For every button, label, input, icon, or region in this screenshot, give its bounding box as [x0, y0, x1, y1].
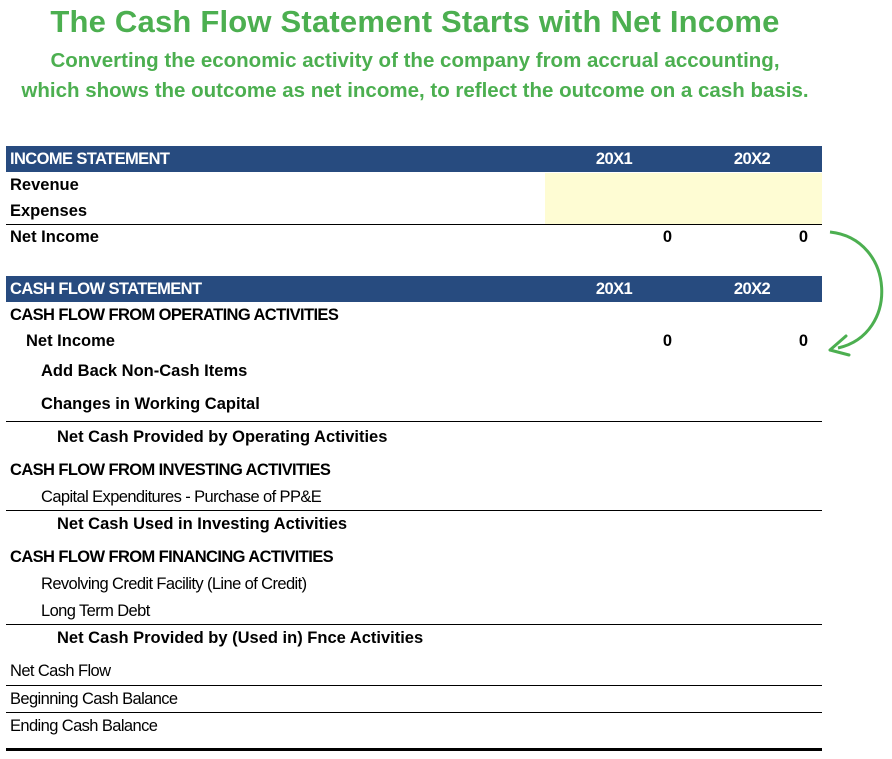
financing-total-row: Net Cash Provided by (Used in) Fnce Acti…	[6, 625, 822, 652]
revenue-label: Revenue	[10, 175, 79, 194]
operating-title-row: CASH FLOW FROM OPERATING ACTIVITIES	[6, 302, 822, 328]
net-cash-flow-row: Net Cash Flow	[6, 658, 822, 686]
net-income-row: Net Income 0 0	[6, 224, 822, 250]
input-cells[interactable]	[545, 173, 822, 225]
cf-net-income-20x1: 0	[662, 331, 672, 350]
cash-flow-col-20x2: 20X2	[733, 279, 771, 298]
ending-balance-row: Ending Cash Balance	[6, 713, 822, 739]
revolver-label: Revolving Credit Facility (Line of Credi…	[41, 575, 307, 593]
operating-total-row: Net Cash Provided by Operating Activitie…	[6, 422, 822, 452]
investing-total-label: Net Cash Used in Investing Activities	[57, 514, 348, 533]
income-col-20x2: 20X2	[733, 149, 771, 168]
capex-label: Capital Expenditures - Purchase of PP&E	[41, 487, 322, 506]
beginning-balance-row: Beginning Cash Balance	[6, 686, 822, 713]
net-income-20x1: 0	[662, 228, 672, 246]
page-subtitle: Converting the economic activity of the …	[21, 49, 809, 102]
investing-title: CASH FLOW FROM INVESTING ACTIVITIES	[10, 460, 331, 479]
operating-title: CASH FLOW FROM OPERATING ACTIVITIES	[10, 305, 339, 324]
ending-balance-label: Ending Cash Balance	[10, 716, 158, 735]
investing-total-row: Net Cash Used in Investing Activities	[6, 511, 822, 537]
beginning-balance-label: Beginning Cash Balance	[10, 689, 178, 708]
working-capital-row: Changes in Working Capital	[6, 388, 822, 422]
net-income-20x2: 0	[798, 228, 808, 246]
cf-net-income-row: Net Income 0 0	[6, 328, 822, 354]
income-col-20x1: 20X1	[595, 149, 633, 168]
income-statement-label: INCOME STATEMENT	[10, 149, 170, 168]
add-back-label: Add Back Non-Cash Items	[41, 361, 248, 380]
investing-title-row: CASH FLOW FROM INVESTING ACTIVITIES	[6, 452, 822, 484]
page-title: The Cash Flow Statement Starts with Net …	[50, 4, 780, 39]
cf-net-income-20x2: 0	[798, 331, 808, 350]
expenses-row: Expenses	[6, 198, 822, 224]
financing-title: CASH FLOW FROM FINANCING ACTIVITIES	[10, 547, 334, 566]
cash-flow-col-20x1: 20X1	[595, 279, 633, 298]
cf-net-income-label: Net Income	[26, 331, 115, 350]
capex-row: Capital Expenditures - Purchase of PP&E	[6, 484, 822, 511]
expenses-label: Expenses	[10, 201, 88, 220]
financial-sheet: INCOME STATEMENT 20X1 20X2 Revenue Expen…	[6, 146, 822, 739]
debt-row: Long Term Debt	[6, 598, 822, 625]
operating-total-label: Net Cash Provided by Operating Activitie…	[57, 427, 388, 446]
financing-total-label: Net Cash Provided by (Used in) Fnce Acti…	[57, 629, 424, 647]
revenue-row: Revenue	[6, 172, 822, 198]
debt-label: Long Term Debt	[41, 601, 150, 620]
revolver-row: Revolving Credit Facility (Line of Credi…	[6, 571, 822, 598]
double-underline	[6, 748, 822, 751]
net-cash-flow-label: Net Cash Flow	[10, 662, 111, 680]
working-capital-label: Changes in Working Capital	[41, 395, 260, 413]
cash-flow-label: CASH FLOW STATEMENT	[10, 279, 202, 298]
income-statement-header: INCOME STATEMENT 20X1 20X2	[6, 146, 822, 172]
net-income-label: Net Income	[10, 228, 99, 246]
financing-title-row: CASH FLOW FROM FINANCING ACTIVITIES	[6, 537, 822, 571]
add-back-row: Add Back Non-Cash Items	[6, 354, 822, 388]
cash-flow-header: CASH FLOW STATEMENT 20X1 20X2	[6, 276, 822, 302]
curved-arrow-icon	[828, 230, 884, 357]
